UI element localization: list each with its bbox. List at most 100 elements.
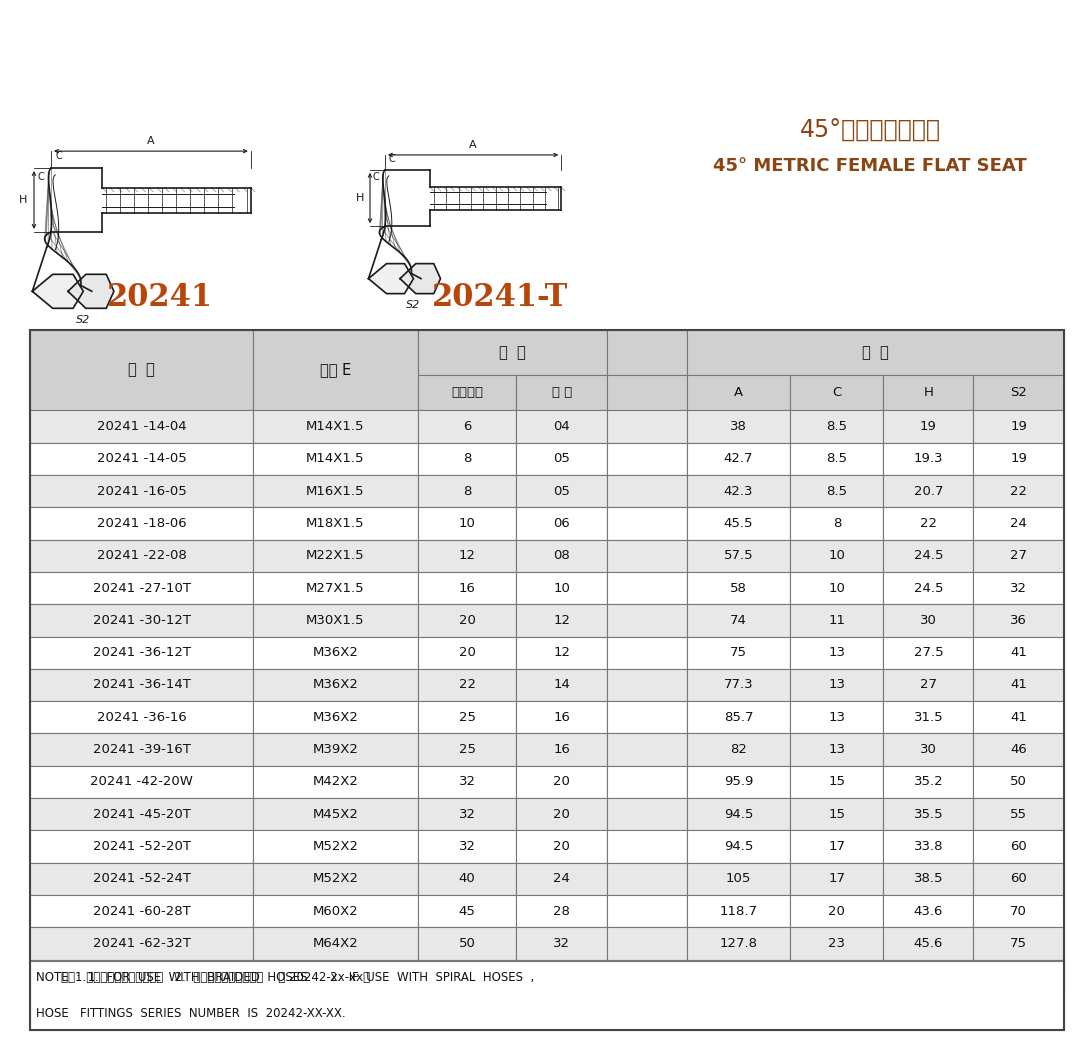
Text: 19.3: 19.3	[913, 452, 943, 465]
Text: 20241 -36-14T: 20241 -36-14T	[92, 679, 190, 691]
Polygon shape	[400, 264, 441, 294]
Bar	[791, 376, 883, 410]
Bar	[973, 604, 1064, 636]
Bar	[883, 376, 973, 410]
Text: 50: 50	[1010, 775, 1027, 788]
Bar	[973, 701, 1064, 733]
Text: 20: 20	[829, 905, 845, 917]
Text: 08: 08	[554, 549, 570, 562]
Text: 30: 30	[920, 614, 937, 627]
Text: 105: 105	[725, 872, 752, 886]
Polygon shape	[368, 264, 414, 294]
Bar	[253, 604, 418, 636]
Bar	[418, 798, 516, 830]
Text: 32: 32	[458, 808, 476, 821]
Text: 20241 -27-10T: 20241 -27-10T	[92, 582, 190, 594]
Text: 20241: 20241	[108, 282, 213, 312]
Text: M30X1.5: M30X1.5	[306, 614, 365, 627]
Text: C: C	[372, 173, 379, 182]
Bar	[30, 863, 253, 895]
Bar	[30, 927, 253, 959]
Text: 公称内径: 公称内径	[451, 386, 483, 400]
Text: 27.5: 27.5	[913, 646, 943, 660]
Bar	[516, 798, 607, 830]
Text: 32: 32	[1010, 582, 1027, 594]
Bar	[791, 476, 883, 507]
Bar	[516, 636, 607, 669]
Bar	[516, 376, 607, 410]
Bar	[883, 701, 973, 733]
Text: HOSE   FITTINGS  SERIES  NUMBER  IS  20242-XX-XX.: HOSE FITTINGS SERIES NUMBER IS 20242-XX-…	[36, 1007, 345, 1020]
Text: 42.3: 42.3	[724, 485, 754, 498]
Text: M36X2: M36X2	[313, 646, 358, 660]
Bar	[607, 636, 687, 669]
Text: M64X2: M64X2	[313, 937, 358, 950]
Bar	[883, 830, 973, 863]
Bar	[516, 604, 607, 636]
Text: 20: 20	[458, 614, 476, 627]
Text: 32: 32	[458, 775, 476, 788]
Bar	[253, 766, 418, 798]
Bar	[30, 410, 253, 443]
Text: 13: 13	[829, 679, 845, 691]
Bar	[883, 927, 973, 959]
Text: 43.6: 43.6	[913, 905, 943, 917]
Bar	[687, 733, 791, 766]
Text: 127.8: 127.8	[720, 937, 758, 950]
Bar	[418, 476, 516, 507]
Bar	[883, 733, 973, 766]
Text: 12: 12	[554, 614, 570, 627]
Text: C: C	[55, 151, 62, 161]
Text: 24: 24	[554, 872, 570, 886]
Text: 标 号: 标 号	[552, 386, 572, 400]
Text: 25: 25	[458, 711, 476, 724]
Bar	[973, 733, 1064, 766]
Text: A: A	[734, 386, 743, 400]
Bar	[30, 766, 253, 798]
Text: 55: 55	[1010, 808, 1027, 821]
Text: 17: 17	[829, 872, 845, 886]
Bar	[30, 540, 253, 572]
Text: 27: 27	[920, 679, 937, 691]
Bar	[253, 572, 418, 604]
Bar	[607, 376, 687, 410]
Bar	[30, 701, 253, 733]
Bar	[883, 895, 973, 927]
Bar	[883, 863, 973, 895]
Bar	[791, 604, 883, 636]
Bar	[791, 766, 883, 798]
Text: 19: 19	[920, 420, 937, 433]
Bar	[253, 410, 418, 443]
Text: 95.9: 95.9	[724, 775, 754, 788]
Text: 20241 -45-20T: 20241 -45-20T	[92, 808, 190, 821]
Bar	[687, 895, 791, 927]
Bar	[516, 669, 607, 701]
Text: H: H	[923, 386, 933, 400]
Text: 13: 13	[829, 711, 845, 724]
Bar	[253, 701, 418, 733]
Text: 30: 30	[920, 743, 937, 756]
Bar	[253, 507, 418, 540]
Text: 15: 15	[829, 808, 845, 821]
Text: 6: 6	[463, 420, 471, 433]
Bar	[418, 540, 516, 572]
Bar	[607, 863, 687, 895]
Text: M60X2: M60X2	[313, 905, 358, 917]
Bar	[418, 733, 516, 766]
Text: 04: 04	[554, 420, 570, 433]
Text: 10: 10	[554, 582, 570, 594]
Bar	[418, 636, 516, 669]
Text: 20241 -60-28T: 20241 -60-28T	[92, 905, 190, 917]
Text: 45: 45	[458, 905, 476, 917]
Text: 41: 41	[1010, 679, 1027, 691]
Text: 41: 41	[1010, 646, 1027, 660]
Bar	[30, 604, 253, 636]
Text: 20241 -18-06: 20241 -18-06	[97, 517, 187, 530]
Text: 8: 8	[463, 485, 471, 498]
Bar	[253, 927, 418, 959]
Text: 94.5: 94.5	[724, 808, 754, 821]
Text: 06: 06	[554, 517, 570, 530]
Bar	[973, 572, 1064, 604]
Text: 75: 75	[1010, 937, 1027, 950]
Text: 16: 16	[554, 743, 570, 756]
